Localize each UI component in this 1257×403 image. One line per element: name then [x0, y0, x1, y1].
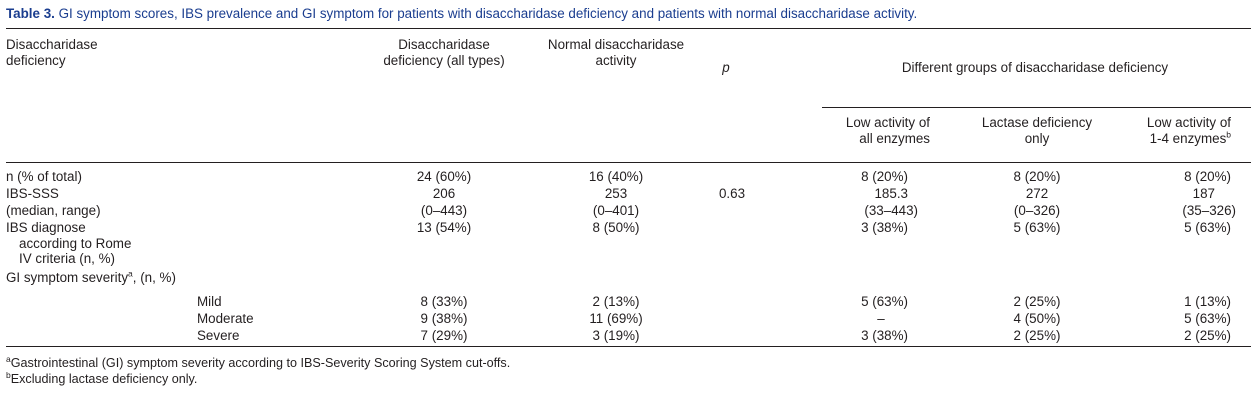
header-col0: Disaccharidase deficiency: [6, 37, 98, 68]
table-cell: 13 (54%): [416, 220, 472, 235]
table-cell: (0–401): [592, 203, 640, 218]
header-col2: Normal disaccharidase activity: [547, 37, 685, 68]
table-cell: 3 (38%): [861, 220, 908, 235]
table-cell: 1 (13%): [1184, 294, 1231, 309]
table-cell: 5 (63%): [1184, 311, 1231, 326]
table-cell: 3 (38%): [861, 328, 908, 343]
table-cell: 8 (33%): [420, 294, 468, 309]
table-cell: 8 (20%): [1013, 169, 1061, 184]
table-cell: 16 (40%): [588, 169, 644, 184]
bottom-rule: [6, 346, 1251, 347]
table-cell: (0–443): [420, 203, 468, 218]
header-sub2: Lactase deficiency only: [981, 115, 1093, 146]
group-rule: [822, 107, 1251, 108]
table-title: GI symptom scores, IBS prevalence and GI…: [58, 6, 918, 21]
table-cell: 7 (29%): [420, 328, 468, 343]
table-cell: 5 (63%): [1013, 220, 1061, 235]
row-label-mild: Mild: [197, 294, 222, 309]
table-cell: 8 (50%): [592, 220, 640, 235]
header-sub1: Low activity of all enzymes: [845, 115, 930, 146]
top-rule: [6, 28, 1251, 29]
table-cell: 2 (25%): [1013, 294, 1061, 309]
table-cell: 2 (13%): [592, 294, 640, 309]
header-p: p: [722, 60, 730, 75]
row-label-ibs-diagnose: IBS diagnose according to Rome IV criter…: [6, 220, 132, 267]
row-label-severe: Severe: [197, 328, 240, 343]
footnote-b: bExcluding lactase deficiency only.: [6, 369, 198, 386]
table-cell: –: [877, 311, 885, 326]
table-cell: 5 (63%): [861, 294, 908, 309]
table-cell: 2 (25%): [1184, 328, 1231, 343]
table-label: Table 3.: [6, 6, 55, 21]
table-cell: 5 (63%): [1184, 220, 1231, 235]
header-group: Different groups of disaccharidase defic…: [901, 60, 1169, 75]
table-cell: 187: [1192, 186, 1215, 201]
header-sub3: Low activity of 1-4 enzymesb: [1146, 115, 1231, 146]
table-cell: 8 (20%): [861, 169, 908, 184]
row-label-severity: GI symptom severitya, (n, %): [6, 268, 176, 285]
row-label-n: n (% of total): [6, 169, 82, 184]
table-cell: (35–326): [1182, 203, 1236, 218]
table-cell: 4 (50%): [1013, 311, 1061, 326]
row-label-median: (median, range): [6, 203, 101, 218]
table-cell: 185.3: [874, 186, 908, 201]
table-cell: (33–443): [864, 203, 918, 218]
table-cell: 272: [1025, 186, 1049, 201]
header-col1: Disaccharidase deficiency (all types): [383, 37, 505, 68]
table-cell: 24 (60%): [416, 169, 472, 184]
footnote-a: aGastrointestinal (GI) symptom severity …: [6, 353, 511, 370]
table-cell: 8 (20%): [1184, 169, 1231, 184]
row-label-ibs-sss: IBS-SSS: [6, 186, 59, 201]
row-label-moderate: Moderate: [197, 311, 254, 326]
table-cell: (0–326): [1013, 203, 1061, 218]
table-cell: 2 (25%): [1013, 328, 1061, 343]
table-cell: 206: [432, 186, 456, 201]
header-rule: [6, 162, 1251, 163]
table-cell: 3 (19%): [592, 328, 640, 343]
table-caption: Table 3. GI symptom scores, IBS prevalen…: [6, 6, 1251, 22]
table-cell: 0.63: [718, 186, 746, 201]
table-cell: 253: [604, 186, 628, 201]
table-cell: 11 (69%): [589, 311, 643, 326]
table-cell: 9 (38%): [420, 311, 468, 326]
